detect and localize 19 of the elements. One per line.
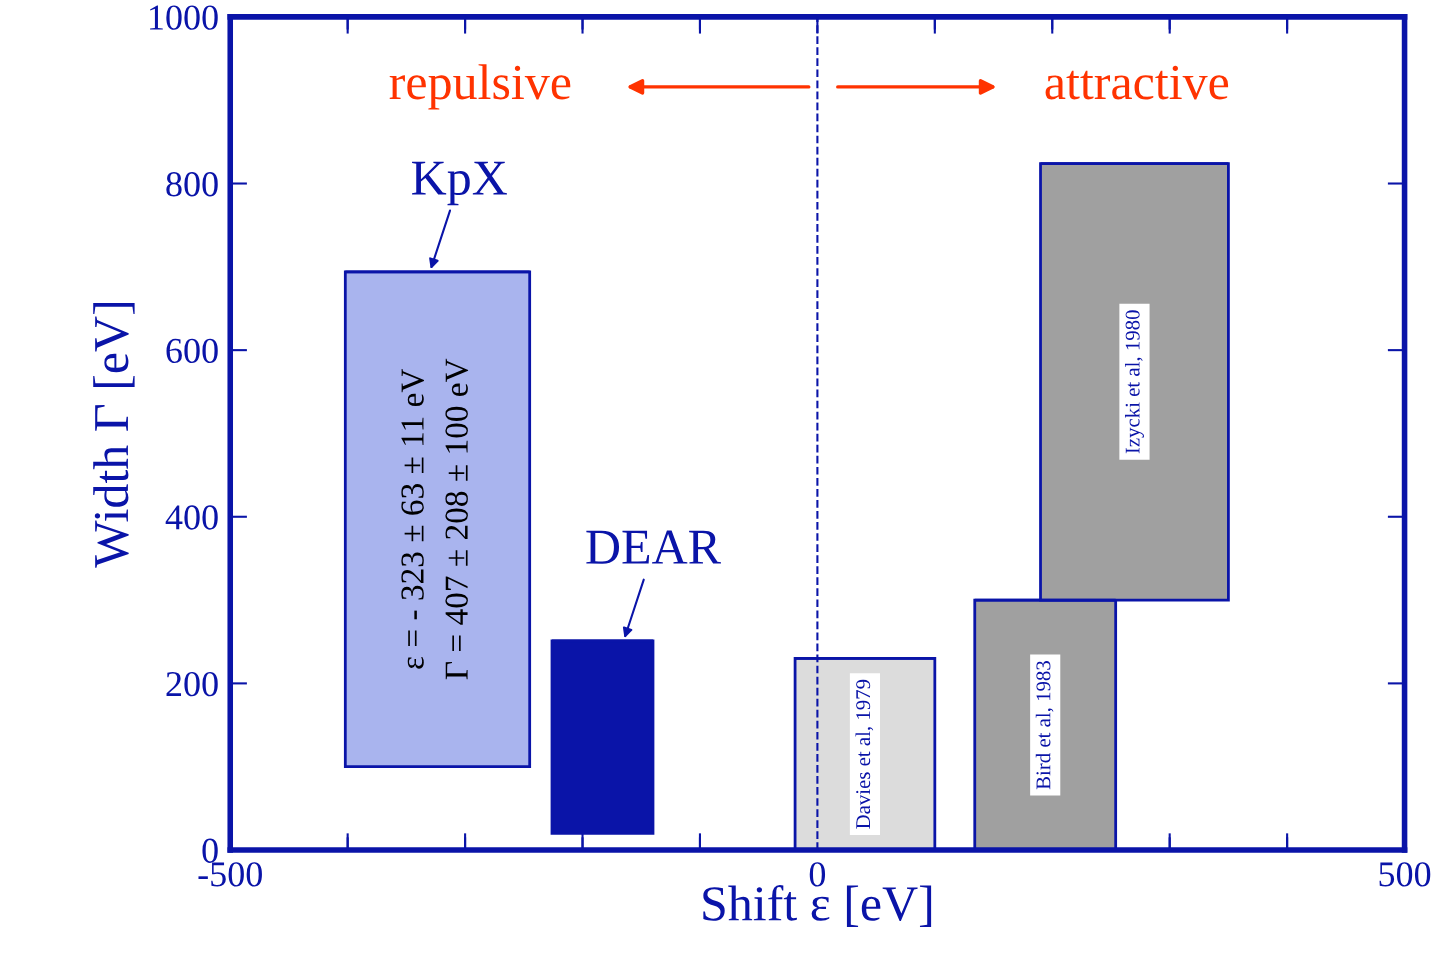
x-tick-label: 0: [809, 862, 826, 887]
y-tick-label: 0: [202, 838, 218, 863]
y-axis-title: Width Γ [eV]: [93, 302, 135, 568]
y-tick-label: 200: [166, 671, 218, 697]
y-tick-label: 800: [166, 172, 218, 197]
y-tick-label: 600: [166, 338, 218, 364]
annotation: DEAR: [586, 530, 721, 564]
series-label: Izycki et al, 1980: [1124, 310, 1144, 454]
x-tick-label: 500: [1379, 862, 1431, 887]
series-label: ε = - 323 ± 63 ± 11 eV Γ = 407 ± 208 ± 100 eV: [401, 358, 469, 680]
annotation: attractive: [1045, 65, 1229, 100]
bar: [343, 270, 532, 769]
annotation: repulsive: [389, 64, 571, 110]
series-label: Davies et al, 1979: [855, 679, 874, 829]
series-label: Bird et al, 1983: [1035, 661, 1054, 790]
y-tick-label: 1000: [150, 5, 218, 30]
y-tick-label: 400: [165, 505, 218, 530]
x-tick-label: -500: [198, 862, 262, 887]
annotation: KpX: [412, 161, 507, 206]
